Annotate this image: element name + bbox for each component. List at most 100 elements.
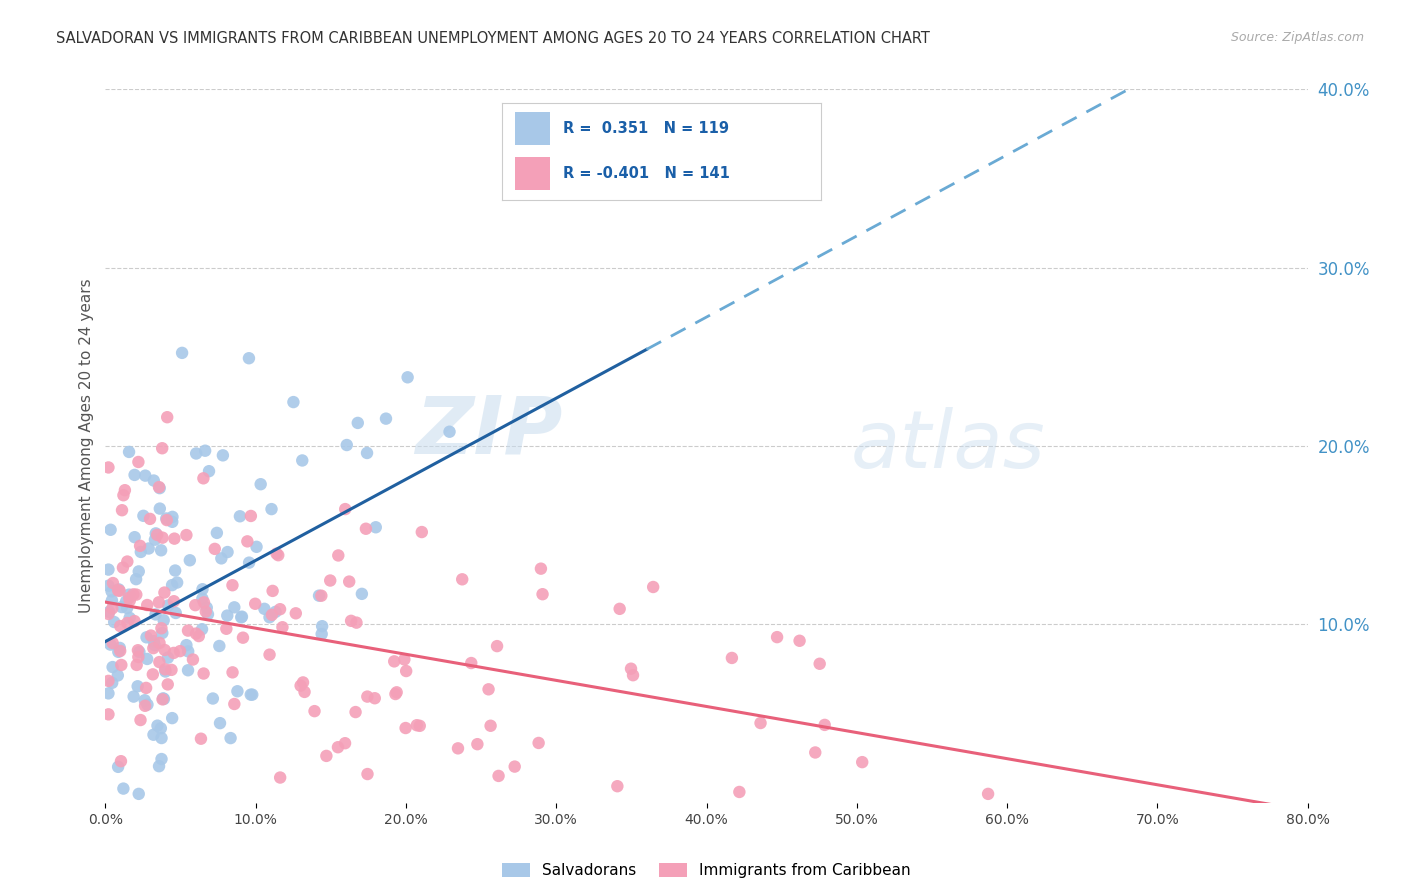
Point xyxy=(209,551,232,566)
Point xyxy=(238,351,260,366)
Point xyxy=(125,657,148,672)
Point xyxy=(284,607,307,621)
Point xyxy=(156,677,179,691)
Point xyxy=(127,643,149,657)
Point xyxy=(315,748,337,763)
Point xyxy=(804,746,827,760)
Point xyxy=(160,663,183,677)
Point xyxy=(208,639,231,653)
Point xyxy=(118,591,141,605)
Point xyxy=(411,524,433,539)
Point xyxy=(205,525,228,540)
Point xyxy=(160,578,183,592)
Point xyxy=(112,488,135,502)
Point xyxy=(204,541,226,556)
Y-axis label: Unemployment Among Ages 20 to 24 years: Unemployment Among Ages 20 to 24 years xyxy=(79,278,94,614)
Point xyxy=(122,587,145,601)
Point xyxy=(160,711,183,725)
Point xyxy=(177,644,200,658)
Point xyxy=(191,591,214,606)
Point xyxy=(249,477,271,491)
Point xyxy=(224,600,246,615)
Point xyxy=(115,594,138,608)
Point xyxy=(308,589,330,603)
Point xyxy=(134,698,156,713)
Point xyxy=(142,634,165,648)
Point xyxy=(728,785,751,799)
Point xyxy=(231,609,253,624)
Point xyxy=(149,481,172,495)
Point xyxy=(124,530,146,544)
Point xyxy=(103,615,125,629)
Point xyxy=(260,607,283,622)
Point xyxy=(98,605,121,619)
Point xyxy=(477,682,499,697)
Point xyxy=(110,619,132,633)
Point xyxy=(97,607,120,621)
Point xyxy=(156,513,179,527)
Point xyxy=(245,540,267,554)
Point xyxy=(148,759,170,773)
Point xyxy=(385,685,408,699)
Point xyxy=(127,650,149,665)
Point xyxy=(172,346,194,360)
Point xyxy=(219,731,242,745)
Point xyxy=(606,779,628,793)
Point xyxy=(409,719,432,733)
Point xyxy=(239,508,262,523)
Point xyxy=(142,641,165,656)
Point xyxy=(136,652,159,666)
Point xyxy=(808,657,831,671)
Point xyxy=(125,588,148,602)
Point xyxy=(150,543,173,558)
Point xyxy=(789,633,811,648)
Point xyxy=(224,697,246,711)
Point xyxy=(621,668,644,682)
Point xyxy=(364,520,387,534)
Point xyxy=(197,607,219,622)
Point xyxy=(101,636,124,650)
Point xyxy=(163,646,186,660)
Point xyxy=(107,583,129,598)
Point xyxy=(292,675,315,690)
Point xyxy=(620,662,643,676)
Point xyxy=(145,607,167,622)
Point xyxy=(100,584,122,599)
Point xyxy=(142,474,165,488)
Point xyxy=(221,578,243,592)
Point xyxy=(117,555,139,569)
Point xyxy=(150,442,173,456)
Point xyxy=(127,679,149,693)
Point xyxy=(118,588,141,602)
Point xyxy=(609,602,631,616)
Point xyxy=(107,760,129,774)
Point xyxy=(97,673,120,688)
Point xyxy=(194,605,217,619)
Point xyxy=(156,650,179,665)
Point xyxy=(191,622,214,636)
Point xyxy=(139,628,162,642)
Point xyxy=(176,528,198,542)
Point xyxy=(124,614,146,628)
Point xyxy=(134,468,156,483)
Point xyxy=(152,691,174,706)
Point xyxy=(240,688,263,702)
Text: Source: ZipAtlas.com: Source: ZipAtlas.com xyxy=(1230,31,1364,45)
Point xyxy=(146,528,169,542)
Point xyxy=(356,446,378,460)
Point xyxy=(118,445,141,459)
Point xyxy=(291,453,314,467)
Point xyxy=(122,690,145,704)
Point xyxy=(143,533,166,547)
Point xyxy=(129,539,152,553)
Point xyxy=(394,721,416,735)
Point xyxy=(177,624,200,638)
Point xyxy=(146,718,169,732)
Point xyxy=(269,771,291,785)
Point xyxy=(198,464,221,478)
Point xyxy=(128,645,150,659)
Point xyxy=(238,556,260,570)
Point xyxy=(97,686,120,700)
Point xyxy=(643,580,665,594)
Point xyxy=(143,638,166,652)
